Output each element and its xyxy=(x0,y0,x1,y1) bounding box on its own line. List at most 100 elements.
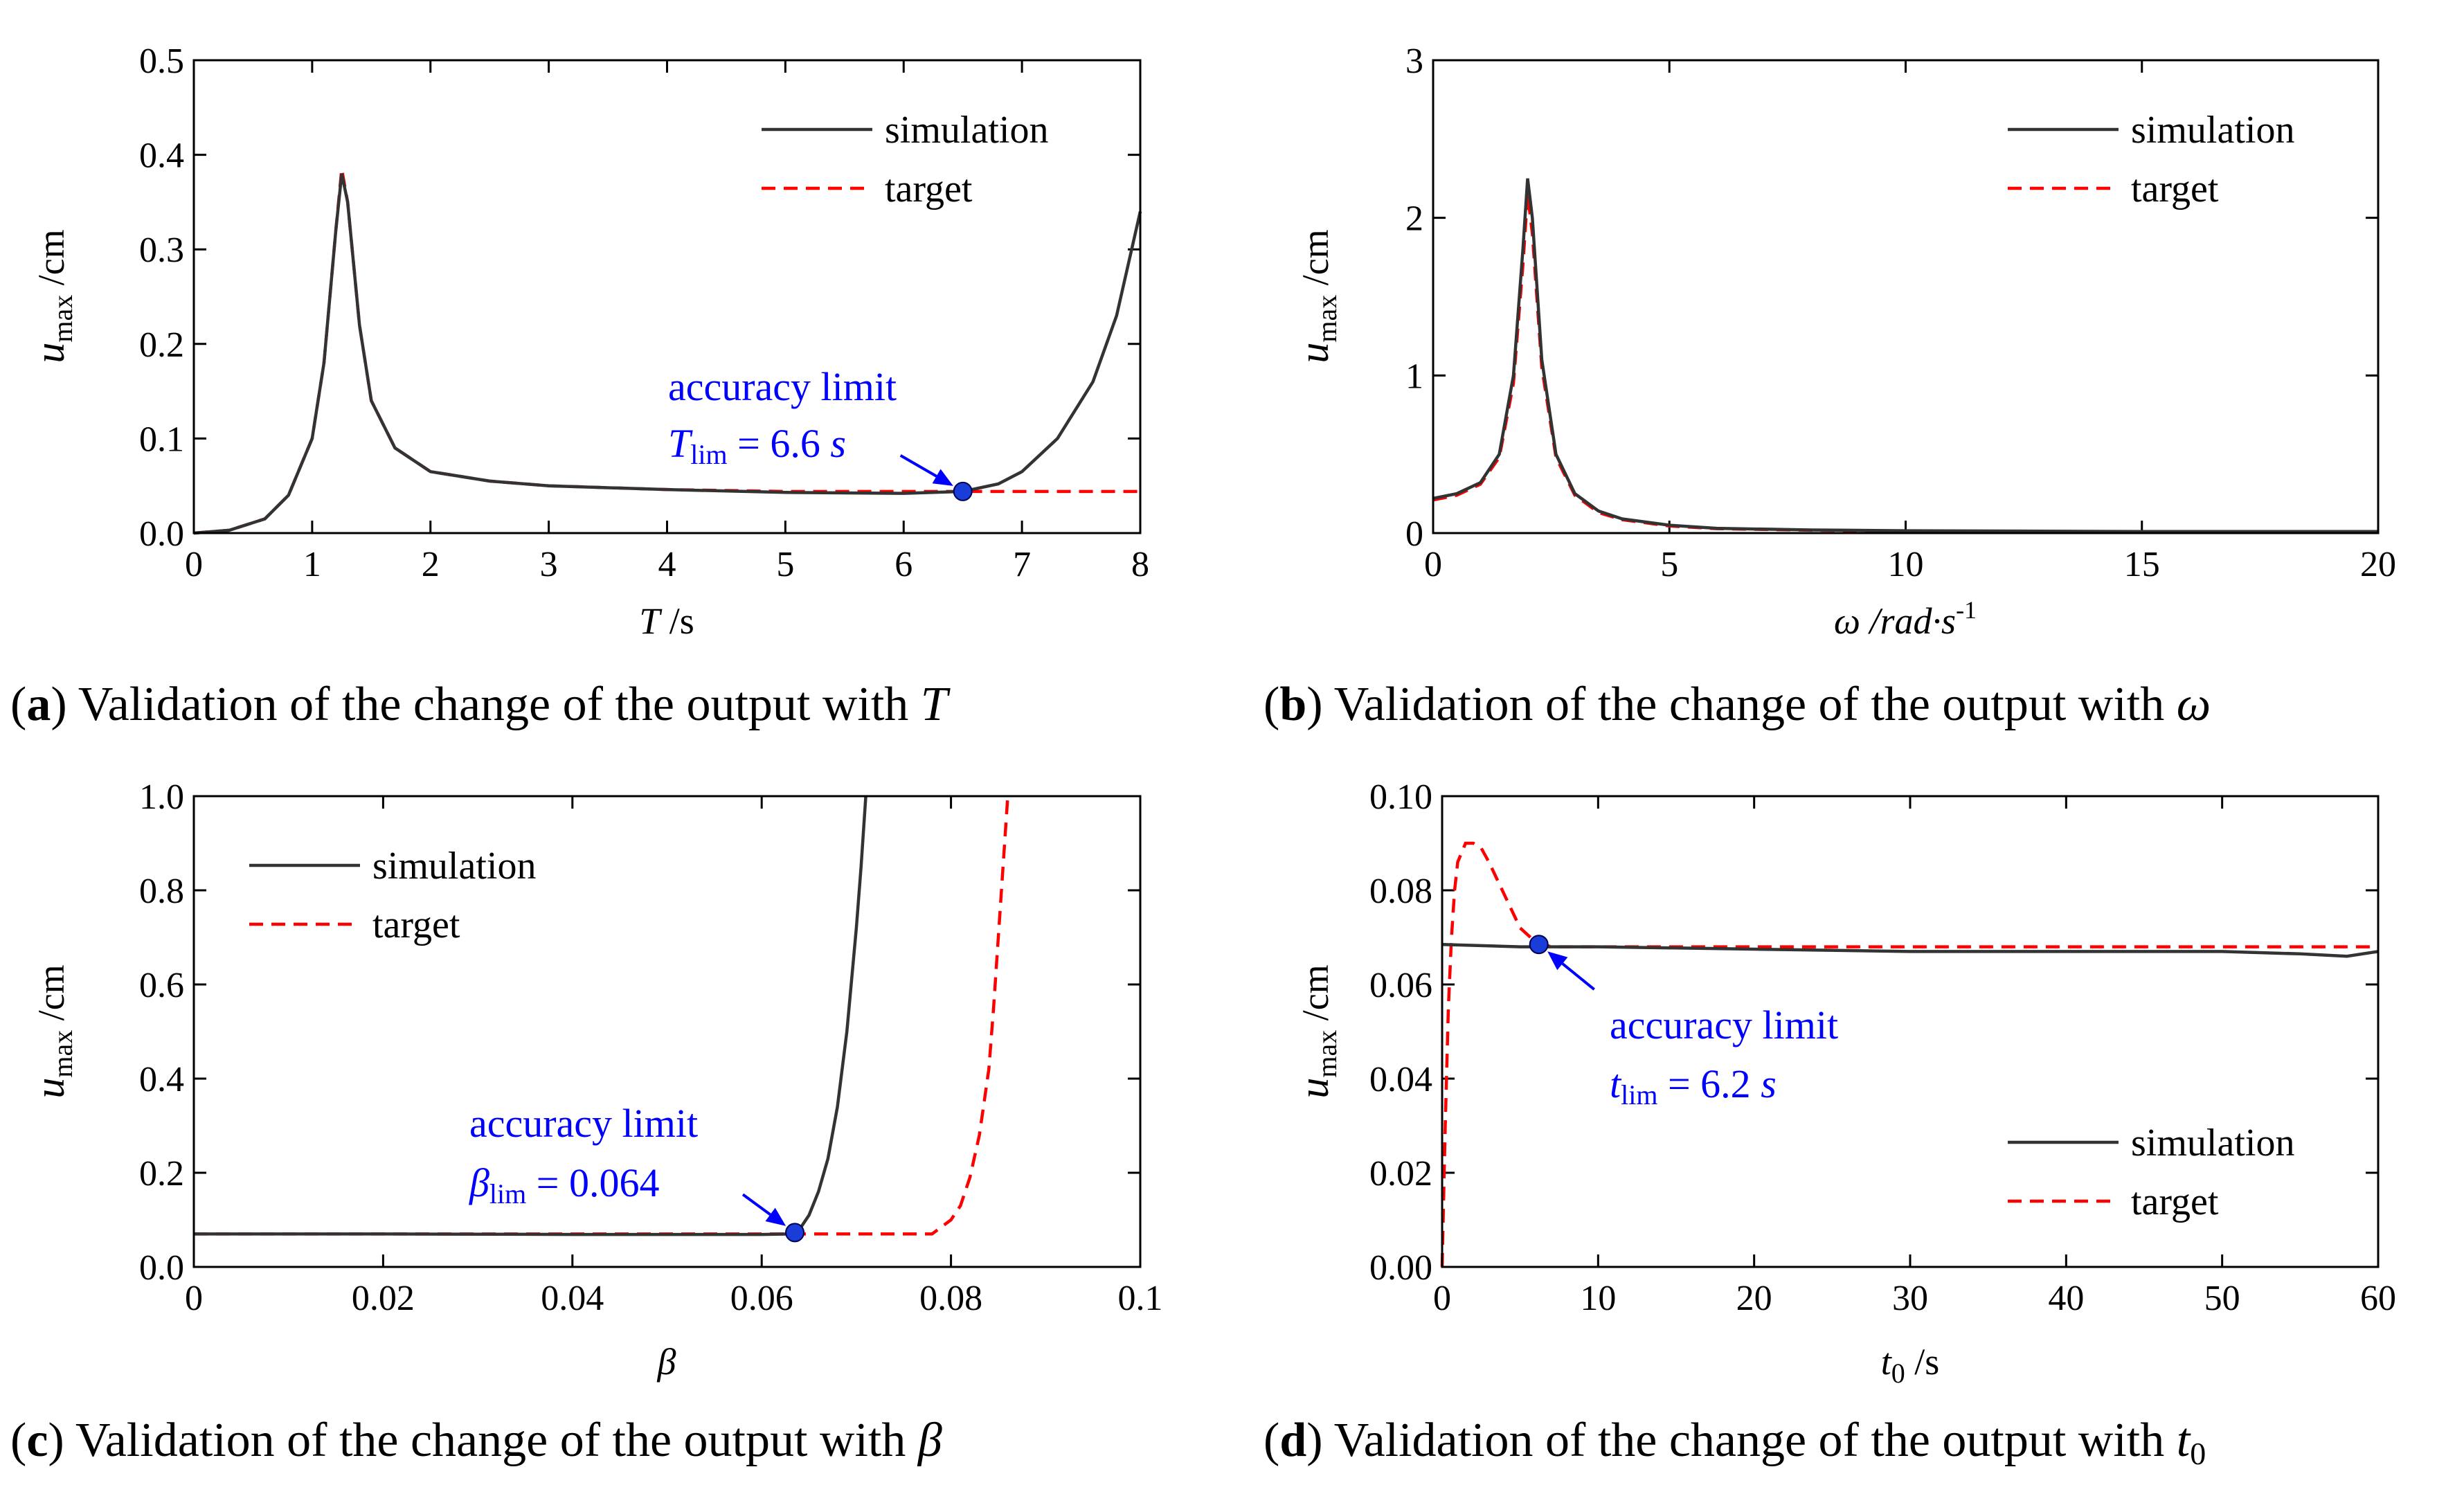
legend-target-label-c: target xyxy=(372,903,460,946)
y-axis-unit-c: /cm xyxy=(30,964,72,1029)
y-tick-label-a: 0.1 xyxy=(139,420,184,459)
annotation-var-c: β xyxy=(469,1160,489,1205)
x-tick-label-d: 30 xyxy=(1892,1279,1928,1318)
annotation-arrow-a xyxy=(899,454,937,478)
accuracy-limit-marker-a xyxy=(953,481,973,501)
panel-a: 0 1 2 3 4 5 6 7 8 0.0 0.1 0.2 0.3 0.4 0.5 accuracy lim… xyxy=(10,42,1149,731)
legend-target-label-b: target xyxy=(2131,168,2219,210)
y-tick-label-b: 1 xyxy=(1405,357,1423,396)
x-axis-label-a: T /s xyxy=(639,600,694,642)
y-tick-label-a: 0.4 xyxy=(139,136,184,176)
caption-symbol-sub-d: 0 xyxy=(2190,1436,2206,1471)
x-tick-label-a: 3 xyxy=(540,545,558,584)
series-simulation-line-d xyxy=(1441,942,2379,958)
accuracy-limit-marker-c xyxy=(785,1223,805,1243)
plot-frame-b xyxy=(1432,59,2380,534)
x-tick-label-b: 20 xyxy=(2360,545,2396,584)
annotation-value-a: Tlim = 6.6 s xyxy=(668,421,846,470)
y-axis-var-b: u xyxy=(1291,343,1337,363)
y-tick-label-b: 2 xyxy=(1405,199,1423,239)
x-tick-label-c: 0.1 xyxy=(1118,1279,1163,1318)
y-tick-label-a: 0.0 xyxy=(139,514,184,554)
ticks-c: 0 0.02 0.04 0.06 0.08 0.1 0.0 0.2 0.4 0.6 0.8 1.0 xyxy=(139,777,1163,1318)
y-tick-label-d: 0.06 xyxy=(1369,966,1432,1005)
x-tick-label-c: 0.04 xyxy=(541,1279,604,1318)
x-axis-var-d: t xyxy=(1881,1341,1893,1383)
annotation-var-a: T xyxy=(668,421,693,466)
annotation-arrowhead-a xyxy=(932,469,953,486)
x-axis-label-c: β xyxy=(657,1341,676,1383)
legend-simulation-label-a: simulation xyxy=(885,109,1048,152)
caption-b: (b) Validation of the change of the outp… xyxy=(1264,678,2211,731)
caption-d: (d) Validation of the change of the outp… xyxy=(1264,1414,2206,1471)
y-axis-sub-d: max xyxy=(1311,1030,1342,1078)
x-tick-label-c: 0.06 xyxy=(730,1279,793,1318)
x-axis-label-b: ω /rad·s-1 xyxy=(1834,596,1977,642)
legend-b: simulation target xyxy=(2008,109,2294,210)
x-tick-label-b: 15 xyxy=(2124,545,2160,584)
legend-target-label-a: target xyxy=(885,168,973,210)
caption-text-a: Validation of the change of the output w… xyxy=(67,678,921,731)
y-axis-var-a: u xyxy=(27,343,73,363)
y-tick-label-d: 0.00 xyxy=(1369,1248,1432,1288)
x-axis-sup-b: -1 xyxy=(1956,596,1977,624)
x-axis-label-d: t0 /s xyxy=(1881,1341,1940,1389)
y-tick-label-d: 0.10 xyxy=(1369,777,1432,817)
annotation-arrowhead-c xyxy=(765,1207,786,1226)
y-axis-label-b: umax /cm xyxy=(1291,229,1342,363)
caption-letter-d: d xyxy=(1279,1414,1306,1467)
series-simulation-line-b xyxy=(1432,178,2378,533)
x-tick-label-a: 7 xyxy=(1013,545,1031,584)
y-tick-label-a: 0.2 xyxy=(139,325,184,365)
legend-simulation-label-d: simulation xyxy=(2131,1122,2294,1164)
annotation-arrow-d xyxy=(1561,962,1595,991)
x-tick-label-d: 10 xyxy=(1580,1279,1616,1318)
y-tick-label-c: 0.0 xyxy=(139,1248,184,1288)
legend-d: simulation target xyxy=(2008,1122,2294,1223)
annotation-arrow-c xyxy=(741,1193,771,1216)
x-axis-unit-a: /s xyxy=(660,600,694,642)
y-tick-label-c: 0.8 xyxy=(139,872,184,911)
annotation-sub-a: lim xyxy=(690,439,727,470)
annotation-eq-c: = 0.064 xyxy=(526,1160,659,1205)
y-axis-sub-c: max xyxy=(47,1030,78,1078)
legend-a: simulation target xyxy=(762,109,1048,210)
caption-symbol-c: β xyxy=(917,1414,942,1467)
x-tick-label-a: 1 xyxy=(303,545,321,584)
ticks-a: 0 1 2 3 4 5 6 7 8 0.0 0.1 0.2 0.3 0.4 0.5 xyxy=(139,42,1149,584)
y-tick-label-d: 0.02 xyxy=(1369,1154,1432,1194)
legend-c: simulation target xyxy=(249,845,536,946)
y-tick-label-c: 0.4 xyxy=(139,1060,184,1099)
caption-letter-a: a xyxy=(26,678,51,731)
y-tick-label-c: 1.0 xyxy=(139,777,184,817)
y-tick-label-b: 3 xyxy=(1405,42,1423,81)
annotation-title-a: accuracy limit xyxy=(668,364,897,409)
x-tick-label-d: 20 xyxy=(1736,1279,1772,1318)
series-target-line-d xyxy=(1440,841,2378,1268)
y-axis-var-c: u xyxy=(27,1078,73,1099)
legend-target-label-d: target xyxy=(2131,1180,2219,1223)
x-tick-label-b: 5 xyxy=(1660,545,1678,584)
annotation-arrowhead-d xyxy=(1547,951,1568,971)
x-tick-label-d: 0 xyxy=(1433,1279,1451,1318)
y-tick-label-d: 0.08 xyxy=(1369,872,1432,911)
x-tick-label-a: 5 xyxy=(776,545,794,584)
caption-symbol-a: T xyxy=(921,678,951,731)
annotation-title-d: accuracy limit xyxy=(1610,1002,1838,1047)
series-target-line-b xyxy=(1432,194,2379,534)
caption-symbol-b: ω xyxy=(2177,678,2211,731)
y-axis-label-a: umax /cm xyxy=(27,229,78,363)
y-tick-label-c: 0.6 xyxy=(139,966,184,1005)
caption-symbol-d: t xyxy=(2177,1414,2191,1467)
annotation-var-d: t xyxy=(1610,1061,1622,1106)
annotation-eq-a: = 6.6 xyxy=(728,421,831,466)
annotation-sub-d: lim xyxy=(1621,1079,1657,1110)
plot-frame-a xyxy=(192,59,1142,534)
annotation-sub-c: lim xyxy=(489,1178,526,1209)
x-tick-label-d: 50 xyxy=(2204,1279,2240,1318)
legend-simulation-label-c: simulation xyxy=(372,845,536,888)
x-tick-label-a: 2 xyxy=(422,545,440,584)
x-tick-label-c: 0.02 xyxy=(352,1279,415,1318)
annotation-unit-d: s xyxy=(1761,1061,1777,1106)
